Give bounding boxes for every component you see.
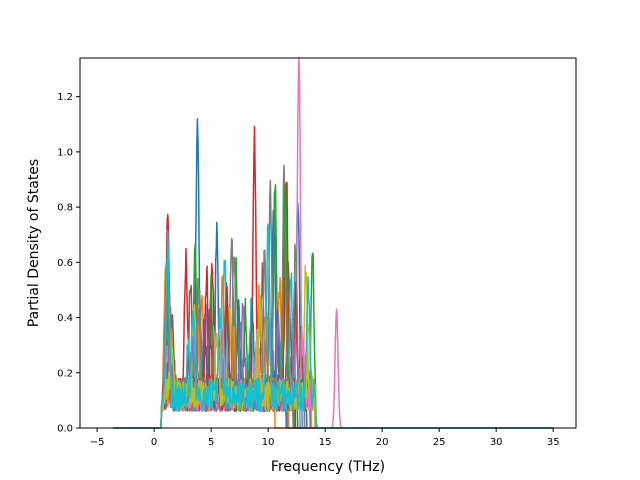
x-tick-label: 10 (262, 437, 275, 448)
x-axis-ticks: −5 0 5 10 15 20 25 30 35 (90, 428, 560, 448)
x-tick-label: 30 (490, 437, 503, 448)
y-tick-label: 0.8 (57, 203, 73, 214)
y-tick-label: 0.4 (57, 313, 73, 324)
x-axis-label: Frequency (THz) (271, 459, 385, 475)
y-tick-label: 1.2 (57, 92, 73, 103)
x-tick-label: 15 (319, 437, 332, 448)
x-tick-label: 0 (151, 437, 157, 448)
x-tick-label: 20 (376, 437, 389, 448)
y-tick-label: 0.6 (57, 258, 73, 269)
y-tick-label: 0.0 (57, 424, 73, 435)
x-tick-label: −5 (90, 437, 105, 448)
y-tick-label: 1.0 (57, 147, 73, 158)
y-axis-label: Partial Density of States (26, 159, 42, 327)
x-tick-label: 5 (208, 437, 214, 448)
x-tick-label: 25 (433, 437, 446, 448)
plot-frame (79, 57, 577, 429)
y-tick-label: 0.2 (57, 368, 73, 379)
x-tick-label: 35 (547, 437, 560, 448)
y-axis-ticks: 0.0 0.2 0.4 0.6 0.8 1.0 1.2 (57, 92, 80, 435)
